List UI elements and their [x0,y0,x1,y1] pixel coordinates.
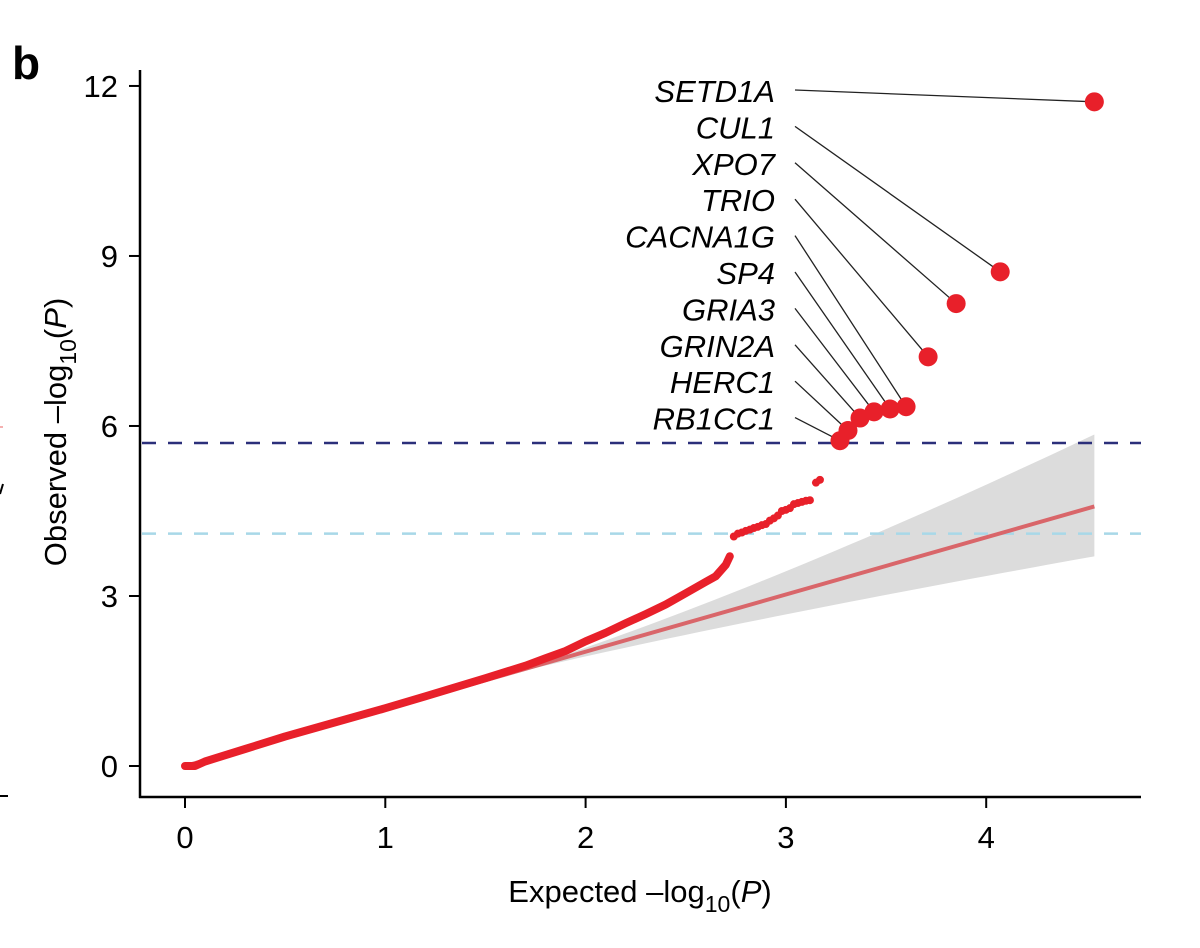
x-axis-title-prefix: Expected –log [508,874,704,909]
top-hit-point-rb1cc1 [830,431,850,451]
gene-label-trio: TRIO [701,183,775,218]
observed-points-dense [181,552,734,770]
top-hit-point-cul1 [990,262,1010,282]
gene-label-xpo7: XPO7 [691,147,776,182]
gene-label-setd1a: SETD1A [654,74,775,109]
leader-line-grin2a [794,344,861,419]
top-hit-point-setd1a [1084,92,1104,112]
confidence-band-layer [485,434,1095,681]
top-hit-point-trio [918,347,938,367]
y-axis-title: Observed –log10(P) [38,298,81,567]
x-axis-title-close: ) [761,874,771,909]
x-tick-label: 0 [176,820,193,855]
y-axis-title-subscript: 10 [55,339,81,365]
leader-line-cul1 [794,125,1001,273]
leader-line-xpo7 [794,162,957,305]
top-hit-point-cacna1g [896,397,916,417]
gene-label-grin2a: GRIN2A [660,329,775,364]
y-axis-title-close: ) [38,298,73,308]
x-tick-label: 2 [577,820,594,855]
top-hit-point-xpo7 [946,294,966,314]
x-tick-label: 1 [377,820,394,855]
leader-line-setd1a [794,89,1095,103]
gene-labels-layer: SETD1ACUL1XPO7TRIOCACNA1GSP4GRIA3GRIN2AH… [625,74,777,437]
adjacent-panel-mark [0,483,4,495]
y-axis-title-open: ( [38,328,73,339]
x-tick-label: 3 [777,820,794,855]
y-tick-label: 3 [101,579,118,614]
leader-line-cacna1g [794,235,907,408]
gene-label-sp4: SP4 [716,256,775,291]
y-axis-title-prefix: Observed –log [38,365,73,567]
leader-line-herc1 [794,380,849,431]
y-tick-label: 0 [101,749,118,784]
gene-label-cacna1g: CACNA1G [625,220,775,255]
top-hit-point-sp4 [880,399,900,419]
leader-lines-layer [794,89,1095,442]
adjacent-panel-fragments [0,426,8,797]
reference-lines-layer [142,441,1141,535]
gene-label-rb1cc1: RB1CC1 [653,402,775,437]
y-tick-label: 9 [101,239,118,274]
y-tick-label: 6 [101,409,118,444]
x-axis-title-subscript: 10 [705,891,731,917]
y-axis-title-variable: P [38,308,73,329]
x-ticks: 0 1 2 3 4 [176,797,995,855]
gene-label-gria3: GRIA3 [682,292,775,327]
observed-point [805,496,814,505]
leader-line-gria3 [794,308,875,413]
leader-line-trio [794,198,929,358]
panel-label: b [12,37,40,89]
points-layer [181,92,1104,770]
x-axis-title-variable: P [741,874,762,909]
x-tick-label: 4 [978,820,995,855]
gene-label-cul1: CUL1 [696,110,775,145]
top-hit-point-grin2a [850,408,870,428]
observed-point [815,475,824,484]
y-ticks: 0 3 6 9 12 [84,69,140,784]
x-axis-title: Expected –log10(P) [508,874,771,917]
x-axis-title-open: ( [730,874,741,909]
confidence-band [485,434,1095,681]
gene-label-herc1: HERC1 [670,365,775,400]
y-tick-label: 12 [84,69,118,104]
leader-line-sp4 [794,271,891,410]
